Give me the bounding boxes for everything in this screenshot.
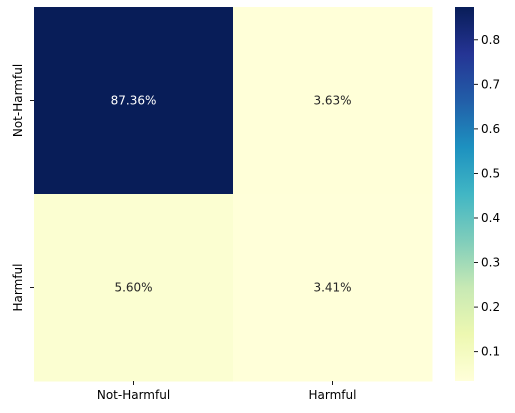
- colorbar-gradient: [455, 7, 474, 381]
- x-tick-label: Harmful: [309, 388, 357, 402]
- y-tick-label: Harmful: [11, 264, 25, 312]
- colorbar-tick-label: 0.5: [481, 166, 500, 180]
- colorbar-tick-label: 0.7: [481, 77, 500, 91]
- cell-value-label: 5.60%: [114, 281, 152, 295]
- y-axis: Not-Harmful Harmful: [11, 64, 34, 312]
- cell-value-label: 3.63%: [313, 94, 351, 108]
- colorbar-tick-label: 0.2: [481, 300, 500, 314]
- heatmap-cell: [34, 194, 234, 382]
- x-axis: Not-Harmful Harmful: [97, 381, 357, 402]
- colorbar-tick-label: 0.6: [481, 122, 500, 136]
- heatmap-cell: [233, 7, 433, 195]
- x-tick-label: Not-Harmful: [97, 388, 170, 402]
- cell-value-label: 3.41%: [313, 281, 351, 295]
- heatmap-cells: [34, 7, 433, 382]
- colorbar: 0.1 0.2 0.3 0.4 0.5 0.6 0.7 0.8: [455, 7, 500, 381]
- colorbar-tick-label: 0.1: [481, 345, 500, 359]
- cell-labels: 87.36% 3.63% 5.60% 3.41%: [111, 94, 352, 295]
- colorbar-tick-label: 0.4: [481, 211, 500, 225]
- y-tick-label: Not-Harmful: [11, 64, 25, 137]
- colorbar-tick-label: 0.8: [481, 33, 500, 47]
- cell-value-label: 87.36%: [111, 94, 157, 108]
- heatmap-cell: [34, 7, 234, 195]
- colorbar-tick-label: 0.3: [481, 256, 500, 270]
- heatmap-cell: [233, 194, 433, 382]
